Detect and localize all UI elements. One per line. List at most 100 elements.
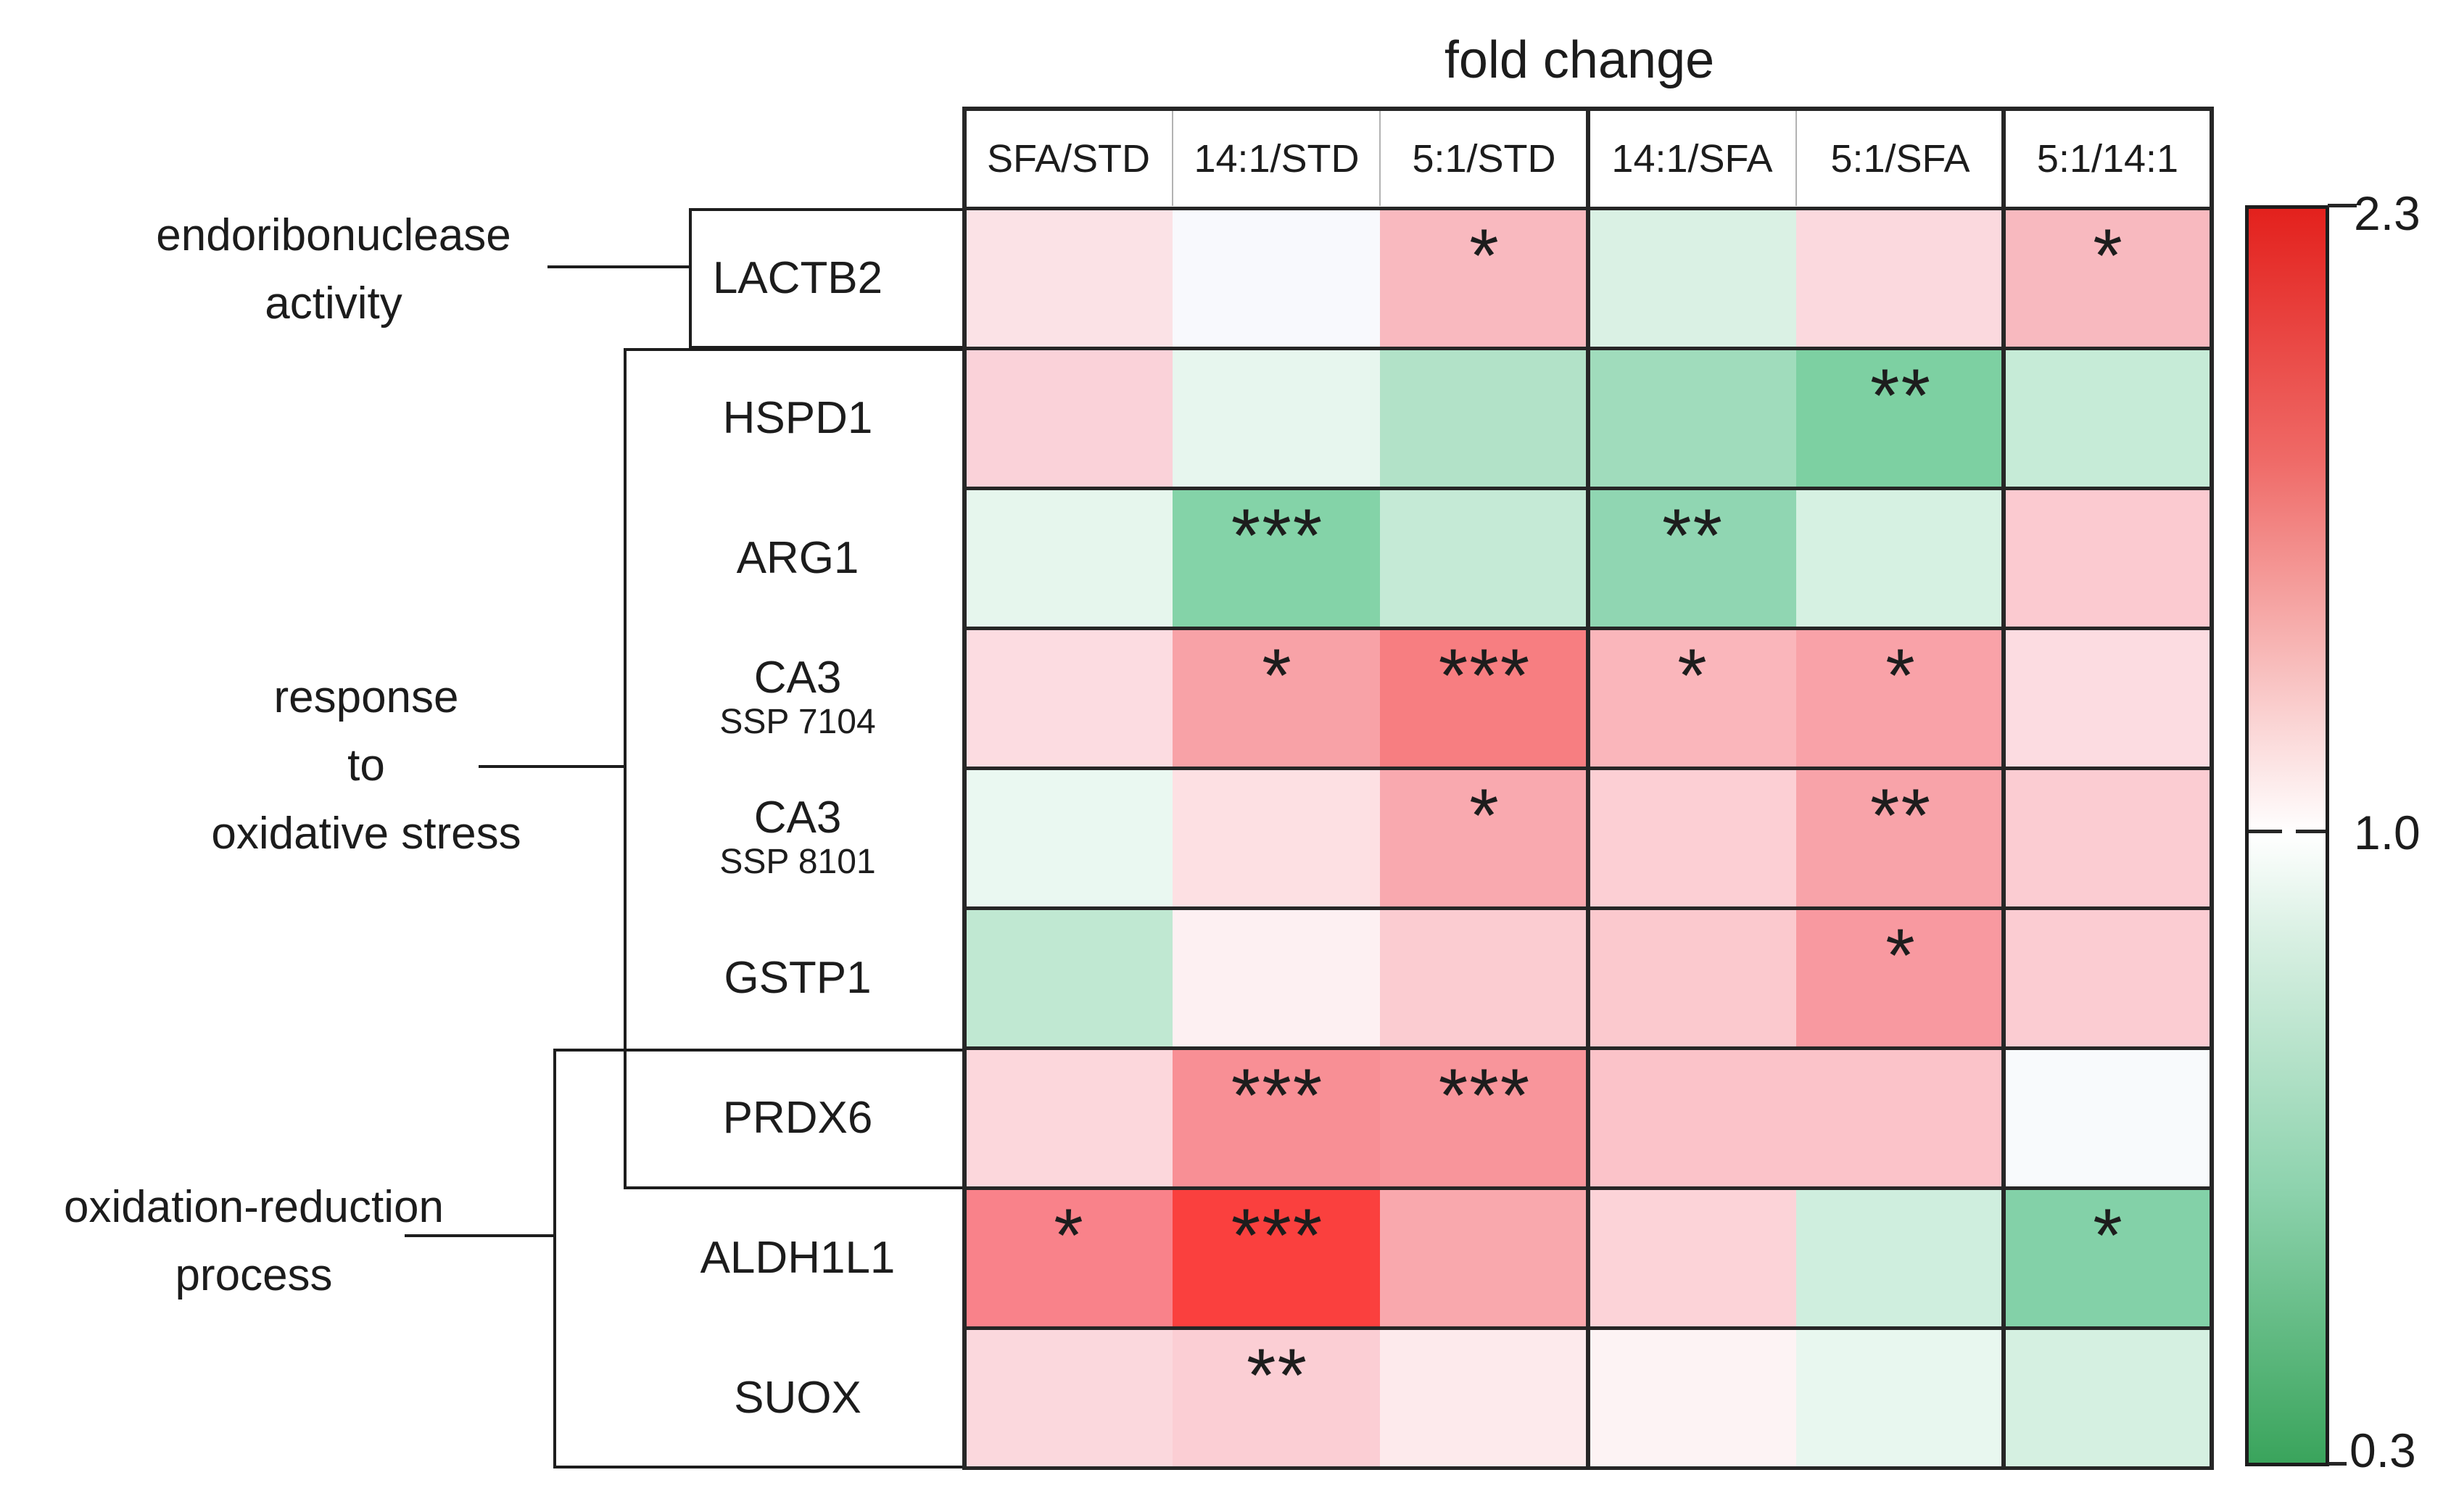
heatmap-cell: *** (1380, 628, 1590, 769)
significance-stars: * (1469, 774, 1500, 858)
heatmap-cell: * (1796, 628, 2006, 769)
heatmap-cell (1588, 1188, 1798, 1329)
heatmap-cell: ** (1796, 348, 2006, 489)
heatmap-cell: ** (1173, 1328, 1382, 1468)
group-label-line: response (273, 672, 459, 722)
significance-stars: ** (1662, 494, 1724, 578)
significance-stars: * (1885, 914, 1917, 998)
heatmap-cell (1380, 1328, 1590, 1468)
heatmap-cell (1380, 488, 1590, 629)
colorbar-midline-dash (2249, 830, 2282, 833)
heatmap-cell: *** (1173, 1188, 1382, 1329)
header-row: SFA/STD 14:1/STD 5:1/STD 14:1/SFA 5:1/SFA 5:1… (964, 109, 2212, 208)
heatmap-cell (964, 1048, 1174, 1189)
header-separator-line (1379, 111, 1381, 206)
gene-label: LACTB2 (631, 208, 964, 348)
column-header: 5:1/STD (1380, 109, 1588, 208)
heatmap-cell (1173, 768, 1382, 909)
significance-stars: *** (1231, 494, 1324, 578)
column-header: SFA/STD (964, 109, 1173, 208)
gene-sublabel: SSP 8101 (719, 842, 876, 881)
gene-label: CA3 SSP 8101 (631, 768, 964, 908)
figure-title: fold change (1444, 31, 1715, 89)
heatmap-cell: *** (1380, 1048, 1590, 1189)
heatmap-cell (964, 348, 1174, 489)
significance-stars: * (1262, 634, 1293, 718)
gene-label: GSTP1 (631, 908, 964, 1048)
heatmap-cell: * (1173, 628, 1382, 769)
heatmap-cell: * (1380, 768, 1590, 909)
significance-stars: * (1469, 214, 1500, 298)
heatmap-cell (1796, 1188, 2006, 1329)
group-label-line: process (175, 1250, 333, 1300)
heatmap-cell: * (1380, 208, 1590, 349)
header-separator-line (1795, 111, 1797, 206)
significance-stars: * (1885, 634, 1917, 718)
heatmap-cell: * (2004, 1188, 2213, 1329)
connector-line-oxidation-reduction (405, 1234, 554, 1237)
group-label-endoribonuclease-activity: endoribonuclease activity (44, 202, 624, 338)
group-border-line (1586, 107, 1590, 1470)
gene-label: ALDH1L1 (631, 1188, 964, 1328)
gene-label: HSPD1 (631, 348, 964, 488)
colorbar-tick-max (2328, 204, 2357, 207)
column-header: 14:1/SFA (1588, 109, 1796, 208)
significance-stars: ** (1870, 774, 1932, 858)
heatmap-cell (2004, 1328, 2213, 1468)
heatmap-cell: *** (1173, 1048, 1382, 1189)
heatmap-cell: * (2004, 208, 2213, 349)
heatmap-cell: ** (1796, 768, 2006, 909)
heatmap-cell (2004, 628, 2213, 769)
gene-name: HSPD1 (722, 392, 873, 443)
colorbar-gradient (2245, 205, 2329, 1466)
group-border-line (2210, 107, 2214, 1470)
header-separator-line (1172, 111, 1173, 206)
group-border-line (2001, 107, 2006, 1470)
heatmap-cell (1796, 488, 2006, 629)
colorbar-max-label: 2.3 (2354, 186, 2421, 240)
significance-stars: ** (1870, 354, 1932, 438)
heatmap-cell (1173, 348, 1382, 489)
column-header: 5:1/14:1 (2004, 109, 2212, 208)
significance-stars: * (1677, 634, 1708, 718)
heatmap-cell (964, 488, 1174, 629)
gene-name: CA3 (753, 792, 842, 843)
significance-stars: *** (1231, 1194, 1324, 1278)
heatmap-cell (1588, 208, 1798, 349)
colorbar-mid-label: 1.0 (2354, 806, 2421, 859)
group-label-response-to-oxidative-stress: response to oxidative stress (76, 664, 656, 868)
group-label-line: to (347, 740, 385, 790)
significance-stars: *** (1438, 1054, 1532, 1138)
heatmap-cell (2004, 768, 2213, 909)
connector-line-endoribonuclease (547, 265, 690, 268)
gene-sublabel: SSP 7104 (719, 702, 876, 741)
heatmap-cell (2004, 488, 2213, 629)
significance-stars: *** (1438, 634, 1532, 718)
heatmap-cell: ** (1588, 488, 1798, 629)
heatmap-cell (2004, 348, 2213, 489)
gene-label: SUOX (631, 1328, 964, 1468)
heatmap-cell: *** (1173, 488, 1382, 629)
heatmap-cell (964, 628, 1174, 769)
heatmap-cell (1380, 908, 1590, 1049)
heatmap-cell (1588, 768, 1798, 909)
significance-stars: * (2093, 214, 2124, 298)
gene-name: PRDX6 (722, 1092, 873, 1143)
colorbar-min-label: 0.3 (2349, 1424, 2416, 1477)
gene-name: LACTB2 (712, 252, 883, 303)
heatmap-cell (1380, 348, 1590, 489)
heatmap-cell: * (964, 1188, 1174, 1329)
heatmap-cell (1796, 208, 2006, 349)
gene-name: CA3 (753, 652, 842, 703)
heatmap-cell (1588, 348, 1798, 489)
heatmap-cell (1588, 1048, 1798, 1189)
colorbar-midline-dash (2296, 830, 2326, 833)
group-label-line: oxidation-reduction (64, 1182, 444, 1232)
significance-stars: * (1054, 1194, 1085, 1278)
gene-label: CA3 SSP 7104 (631, 628, 964, 768)
heatmap-cell (1796, 1048, 2006, 1189)
significance-stars: ** (1247, 1334, 1308, 1418)
connector-line-oxidative-stress (479, 765, 624, 768)
gene-name: GSTP1 (724, 952, 872, 1003)
gene-name: ALDH1L1 (700, 1232, 896, 1283)
